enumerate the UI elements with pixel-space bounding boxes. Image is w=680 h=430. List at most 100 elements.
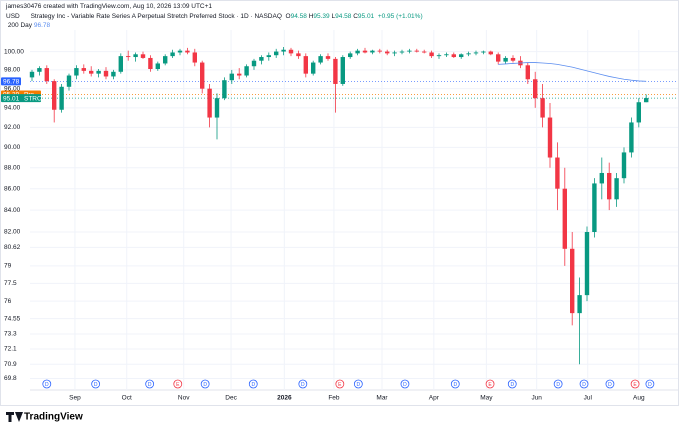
candle-body bbox=[118, 56, 123, 72]
x-tick-label: 2026 bbox=[277, 395, 292, 402]
y-tick-label: 98.00 bbox=[4, 67, 21, 74]
y-tick-label: 73.3 bbox=[4, 331, 17, 338]
y-tick-label: 70.9 bbox=[4, 361, 17, 368]
y-tick-label: 76 bbox=[4, 298, 12, 305]
event-label: D bbox=[582, 382, 586, 388]
candle-body bbox=[584, 232, 590, 296]
header: james30476 created with TradingView.com,… bbox=[6, 2, 423, 31]
y-tick-label: 96.00 bbox=[4, 85, 21, 92]
candle-body bbox=[37, 68, 42, 72]
candle-body bbox=[385, 51, 390, 54]
candle-body bbox=[96, 70, 101, 74]
candle-body bbox=[348, 53, 353, 58]
event-icon bbox=[173, 379, 183, 389]
y-tick-label: 82.00 bbox=[4, 229, 21, 236]
event-label: D bbox=[556, 382, 560, 388]
y-tick-label: 84.00 bbox=[4, 207, 21, 214]
event-icon bbox=[507, 379, 517, 389]
candle-body bbox=[422, 51, 427, 53]
legend-value: 94.58 bbox=[290, 12, 307, 20]
candle-body bbox=[636, 102, 641, 123]
y-tick-label: 100.00 bbox=[4, 48, 24, 55]
candle-body bbox=[362, 50, 368, 53]
candle-body bbox=[325, 56, 331, 59]
candle-body bbox=[251, 60, 257, 67]
candle-body bbox=[540, 98, 545, 118]
candle-body bbox=[496, 54, 501, 62]
candle-body bbox=[318, 56, 323, 63]
candle-body bbox=[185, 50, 190, 53]
candle-body bbox=[392, 52, 397, 54]
price-tag-value: 95.01 bbox=[3, 95, 20, 102]
candle-body bbox=[399, 51, 405, 53]
event-icon bbox=[298, 379, 308, 389]
candle-body bbox=[200, 62, 205, 89]
ma-name: 200 Day bbox=[7, 22, 33, 29]
event-icon bbox=[91, 379, 101, 389]
candle-body bbox=[488, 51, 493, 55]
candle-body bbox=[481, 51, 486, 53]
candle-body bbox=[111, 71, 116, 77]
legend-key: C bbox=[353, 12, 358, 20]
candle-body bbox=[436, 55, 442, 57]
x-tick-label: Nov bbox=[178, 395, 190, 402]
candle-body bbox=[533, 79, 538, 99]
event-icon bbox=[485, 379, 495, 389]
event-label: D bbox=[403, 382, 407, 388]
candle-body bbox=[451, 54, 456, 58]
title: Strategy Inc - Variable Rate Series A Pe… bbox=[30, 12, 282, 20]
frame bbox=[0, 0, 679, 406]
candle-body bbox=[126, 56, 131, 58]
event-icon bbox=[145, 379, 155, 389]
candle-body bbox=[473, 52, 479, 54]
candle-body bbox=[133, 54, 138, 58]
candle-body bbox=[170, 52, 175, 57]
candle-body bbox=[444, 54, 449, 56]
candle-body bbox=[288, 49, 294, 54]
candle-body bbox=[414, 50, 419, 52]
event-icon bbox=[400, 379, 410, 389]
price-tag-value: 96.78 bbox=[3, 79, 20, 86]
candle-body bbox=[155, 63, 160, 70]
candle-body bbox=[614, 178, 619, 200]
event-label: D bbox=[203, 382, 207, 388]
legend-value: 95.39 bbox=[313, 12, 330, 20]
event-icon bbox=[579, 379, 589, 389]
event-icon bbox=[353, 379, 363, 389]
candle-body bbox=[163, 56, 168, 64]
x-tick-label: Jul bbox=[584, 395, 593, 402]
candle-body bbox=[66, 75, 72, 87]
y-tick-label: 72.1 bbox=[4, 346, 17, 353]
candle-body bbox=[274, 51, 279, 56]
candle-body bbox=[52, 81, 57, 110]
candle-body bbox=[503, 57, 508, 62]
event-icon bbox=[335, 379, 345, 389]
y-tick-label: 88.00 bbox=[4, 165, 21, 172]
candle-body bbox=[333, 58, 338, 84]
event-icon bbox=[42, 379, 52, 389]
logo-icon bbox=[6, 412, 23, 422]
candle-body bbox=[59, 86, 64, 110]
candle-body bbox=[466, 53, 471, 55]
candle-body bbox=[592, 183, 597, 233]
legend-key: L bbox=[331, 12, 336, 20]
currency: USD bbox=[6, 12, 20, 20]
event-icon bbox=[248, 379, 258, 389]
y-tick-label: 69.8 bbox=[4, 375, 17, 382]
x-tick-label: Jun bbox=[531, 395, 542, 402]
legend-key: H bbox=[308, 12, 314, 20]
event-label: E bbox=[338, 382, 342, 388]
event-label: D bbox=[608, 382, 612, 388]
ohlc-legend: O94.58 H95.39 L94.58 C95.01 bbox=[286, 13, 376, 20]
candle-body bbox=[644, 98, 649, 103]
y-tick-label: 79 bbox=[4, 263, 12, 270]
price-tag bbox=[1, 77, 21, 86]
candle-body bbox=[177, 50, 183, 53]
candle-body bbox=[555, 157, 560, 189]
candle-body bbox=[525, 65, 530, 80]
candle-body bbox=[629, 122, 634, 153]
event-icon bbox=[630, 379, 640, 389]
event-label: E bbox=[633, 382, 637, 388]
event-label: D bbox=[251, 382, 255, 388]
x-tick-label: Apr bbox=[429, 395, 440, 402]
